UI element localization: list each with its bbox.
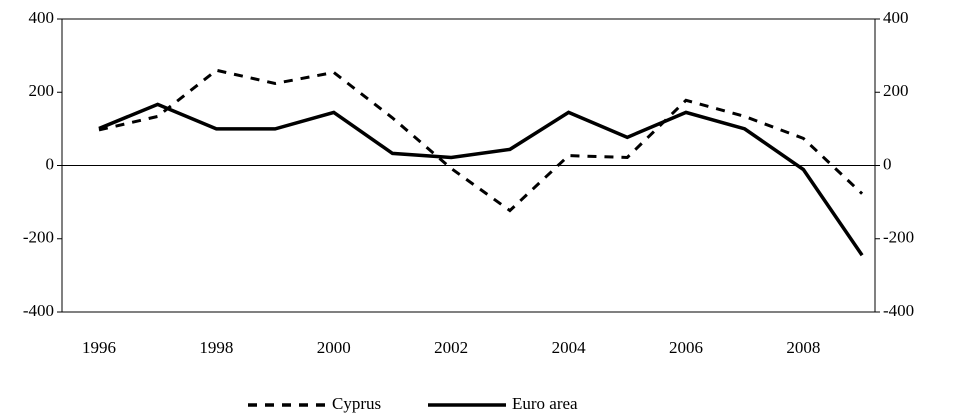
y-tick-label: 200	[29, 81, 55, 100]
x-tick-label: 2008	[786, 338, 820, 357]
x-tick-label: 2006	[669, 338, 703, 357]
legend-label: Cyprus	[332, 394, 381, 413]
y-tick-label: -400	[23, 301, 54, 320]
y2-tick-label: 200	[883, 81, 909, 100]
x-tick-label: 2000	[317, 338, 351, 357]
y2-tick-label: -400	[883, 301, 914, 320]
x-tick-label: 2004	[552, 338, 587, 357]
series-line	[98, 68, 864, 213]
legend-label: Euro area	[512, 394, 578, 413]
y2-tick-label: 400	[883, 8, 909, 27]
y2-tick-label: 0	[883, 154, 892, 173]
y-tick-label: -200	[23, 228, 54, 247]
x-tick-label: 2002	[434, 338, 468, 357]
y2-tick-label: -200	[883, 228, 914, 247]
x-tick-label: 1998	[199, 338, 233, 357]
y-tick-label: 400	[29, 8, 55, 27]
x-tick-label: 1996	[82, 338, 116, 357]
y-tick-label: 0	[46, 154, 55, 173]
series-line	[98, 102, 864, 257]
